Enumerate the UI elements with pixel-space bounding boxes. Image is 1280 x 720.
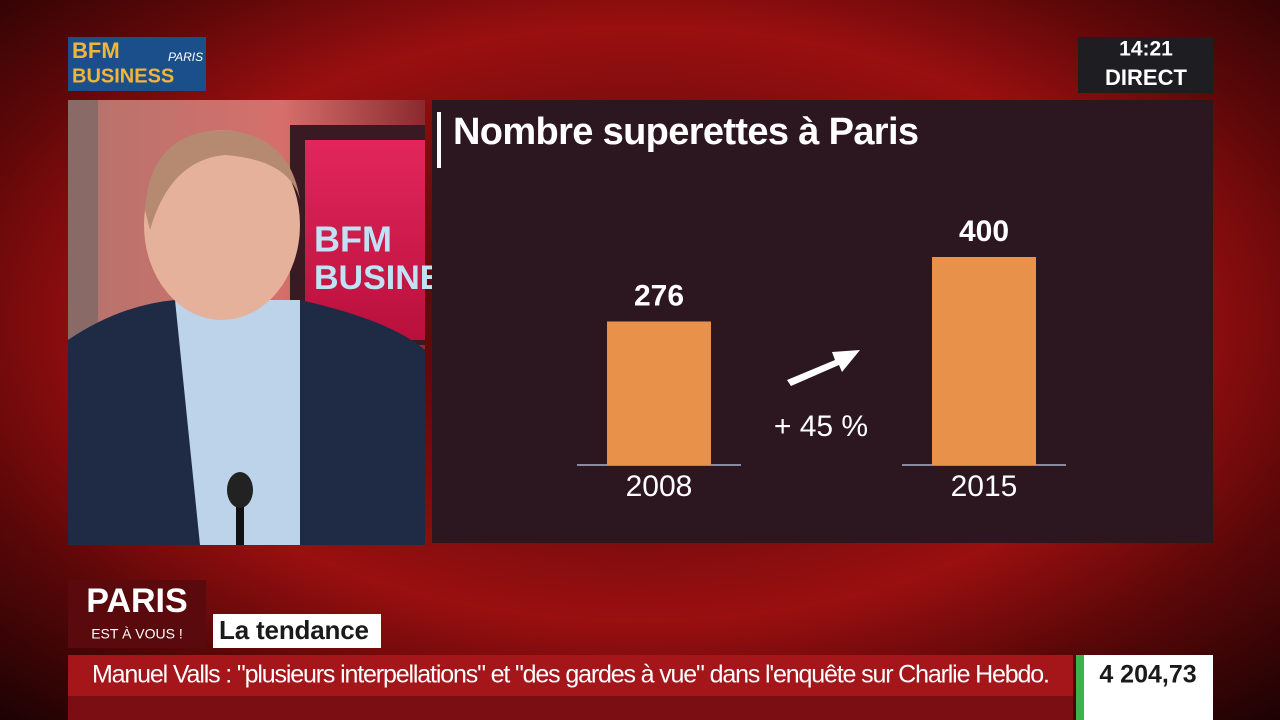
logo-bottom: BUSINESS bbox=[72, 65, 174, 87]
segment-box bbox=[213, 614, 381, 648]
chart-panel: Nombre superettes à Paris + 45 % 276 2008… bbox=[432, 100, 1213, 543]
microphone bbox=[227, 472, 253, 508]
program-banner: PARIS EST À VOUS ! La tendance bbox=[68, 580, 381, 648]
studio-wall-top: BFM bbox=[314, 219, 392, 260]
index-box bbox=[1076, 655, 1213, 720]
category-label: 2008 bbox=[626, 470, 693, 503]
index-trend bbox=[1076, 655, 1084, 720]
title-bar bbox=[437, 112, 441, 168]
logo-top: BFM bbox=[72, 38, 120, 63]
bar bbox=[932, 257, 1036, 465]
clock-box bbox=[1078, 37, 1213, 93]
value-label: 276 bbox=[634, 279, 684, 312]
ticker-lower-band bbox=[68, 696, 1073, 720]
growth-arrow bbox=[787, 350, 860, 386]
value-label: 400 bbox=[959, 215, 1009, 248]
channel-logo: BFM PARIS BUSINESS bbox=[68, 37, 206, 91]
live-status: DIRECT bbox=[1105, 65, 1187, 90]
ticker-headline: Manuel Valls : "plusieurs interpellation… bbox=[92, 661, 1050, 689]
program-logo-box bbox=[68, 580, 206, 648]
logo-city: PARIS bbox=[168, 50, 203, 64]
growth-annotation: + 45 % bbox=[774, 410, 868, 443]
ticker: Manuel Valls : "plusieurs interpellation… bbox=[68, 655, 1213, 720]
video-panel: BFM BUSINE bbox=[68, 100, 442, 545]
segment-title: La tendance bbox=[219, 615, 369, 645]
chart-background bbox=[432, 100, 1213, 543]
hair bbox=[145, 130, 300, 230]
logo-box bbox=[68, 37, 206, 91]
category-label: 2015 bbox=[951, 470, 1018, 503]
shirt bbox=[175, 300, 300, 545]
bar bbox=[607, 321, 711, 465]
studio-wall-bottom: BUSINE bbox=[314, 259, 442, 297]
chart-title: Nombre superettes à Paris bbox=[453, 111, 919, 153]
clock: 14:21 DIRECT bbox=[1078, 37, 1213, 93]
program-title: PARIS bbox=[86, 582, 187, 620]
mic-stand bbox=[236, 495, 244, 545]
clock-time: 14:21 bbox=[1119, 38, 1173, 61]
program-subtitle: EST À VOUS ! bbox=[91, 626, 183, 642]
face bbox=[144, 130, 300, 320]
index-value: 4 204,73 bbox=[1099, 661, 1196, 689]
